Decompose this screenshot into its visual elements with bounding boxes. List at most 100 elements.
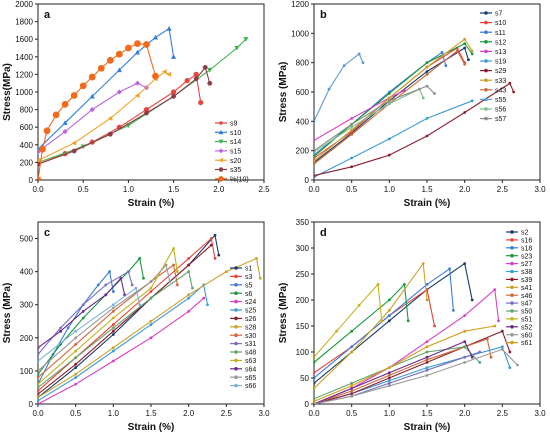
data-point <box>350 122 354 126</box>
legend-label: s47 <box>521 301 532 308</box>
data-point <box>149 336 153 340</box>
legend-marker <box>219 121 223 125</box>
chart-panel-c: 0.0 0.5 1.0 1.5 2.0 2.5 3.0 0 100 200 300 400 500 c St… <box>2 221 270 433</box>
data-point <box>74 362 78 366</box>
data-point <box>406 319 410 323</box>
series-%(10) <box>38 40 159 180</box>
legend-marker <box>510 285 514 290</box>
series-s63 <box>38 246 179 386</box>
data-point <box>387 314 391 317</box>
x-tick-label: 0.0 <box>308 409 320 418</box>
data-point <box>171 54 177 59</box>
data-point <box>106 56 114 64</box>
legend-label: s65 <box>245 375 256 382</box>
legend-label: s57 <box>495 116 506 123</box>
data-point <box>463 62 467 66</box>
legend-item: s46 <box>506 293 532 300</box>
data-point <box>38 386 40 389</box>
y-tick-label: 200 <box>296 147 310 156</box>
y-tick-label: 2000 <box>15 0 33 9</box>
legend-marker <box>234 375 238 380</box>
legend-label: s43 <box>495 87 506 94</box>
data-point <box>314 376 316 380</box>
x-tick-label: 0.5 <box>346 185 358 194</box>
data-point <box>444 64 448 67</box>
y-tick-label: 400 <box>20 141 34 150</box>
data-point <box>81 309 85 313</box>
legend-item: s61 <box>506 340 532 347</box>
data-point <box>387 366 391 369</box>
legend-marker <box>510 277 514 282</box>
series-s3 <box>38 237 217 393</box>
x-tick-label: 3.0 <box>534 185 546 194</box>
series-s52 <box>314 340 474 404</box>
series-s23 <box>314 283 410 364</box>
data-point <box>425 355 429 359</box>
legend-item: s1 <box>230 266 253 273</box>
data-point <box>134 80 141 86</box>
data-point <box>187 309 191 313</box>
data-point <box>43 127 51 135</box>
x-tick-label: 2.0 <box>183 409 195 418</box>
y-tick-label: 400 <box>296 117 310 126</box>
series-line <box>38 264 178 378</box>
data-point <box>467 58 470 62</box>
data-point <box>387 374 391 377</box>
legend-marker <box>510 332 514 337</box>
legend-marker <box>484 59 488 63</box>
series-s43 <box>314 49 467 166</box>
legend-label: s61 <box>521 340 532 347</box>
data-point <box>314 159 316 163</box>
legend-marker <box>510 269 514 274</box>
data-point <box>38 369 40 373</box>
data-point <box>202 296 206 300</box>
data-point <box>425 368 429 372</box>
legend-label: s25 <box>245 308 256 315</box>
data-point <box>184 77 190 84</box>
x-tick-label: 1.5 <box>421 185 433 194</box>
data-point <box>38 392 40 396</box>
legend-marker <box>234 283 238 287</box>
data-point <box>191 286 194 290</box>
y-tick-label: 600 <box>20 123 34 132</box>
data-point <box>209 237 213 240</box>
data-point <box>111 333 115 336</box>
series-s64 <box>38 276 127 350</box>
legend-item: s39 <box>506 277 532 284</box>
data-point <box>59 329 62 333</box>
y-tick-label: 50 <box>300 374 309 383</box>
data-point <box>104 283 108 287</box>
legend-item: s63 <box>230 358 256 365</box>
data-point <box>425 73 429 76</box>
data-point <box>38 346 40 350</box>
series-line <box>314 338 492 404</box>
data-point <box>425 65 429 69</box>
data-point <box>425 70 429 73</box>
y-tick-label: 800 <box>20 106 34 115</box>
legend-item: s50 <box>506 309 532 316</box>
y-tick-label: 250 <box>296 270 310 279</box>
series-line <box>314 340 473 404</box>
data-point <box>387 381 391 385</box>
legend-marker <box>484 97 488 102</box>
data-point <box>193 76 199 82</box>
legend-item: s12 <box>480 39 506 46</box>
y-tick-label: 100 <box>296 348 310 357</box>
legend-marker <box>484 20 488 25</box>
data-point <box>39 145 46 153</box>
data-point <box>508 366 512 369</box>
data-point <box>149 323 153 326</box>
legend-item: s30 <box>230 333 256 340</box>
data-point <box>425 366 429 369</box>
data-point <box>70 92 78 99</box>
y-tick-label: 800 <box>296 59 310 68</box>
x-tick-label: 1.5 <box>168 185 180 194</box>
legend-item: s52 <box>506 324 532 331</box>
data-point <box>59 326 62 330</box>
legend-marker <box>510 238 514 242</box>
data-point <box>143 41 150 48</box>
data-point <box>425 361 429 364</box>
data-point <box>387 153 391 157</box>
legend-label: s3 <box>245 274 253 281</box>
legend-marker <box>510 317 514 321</box>
